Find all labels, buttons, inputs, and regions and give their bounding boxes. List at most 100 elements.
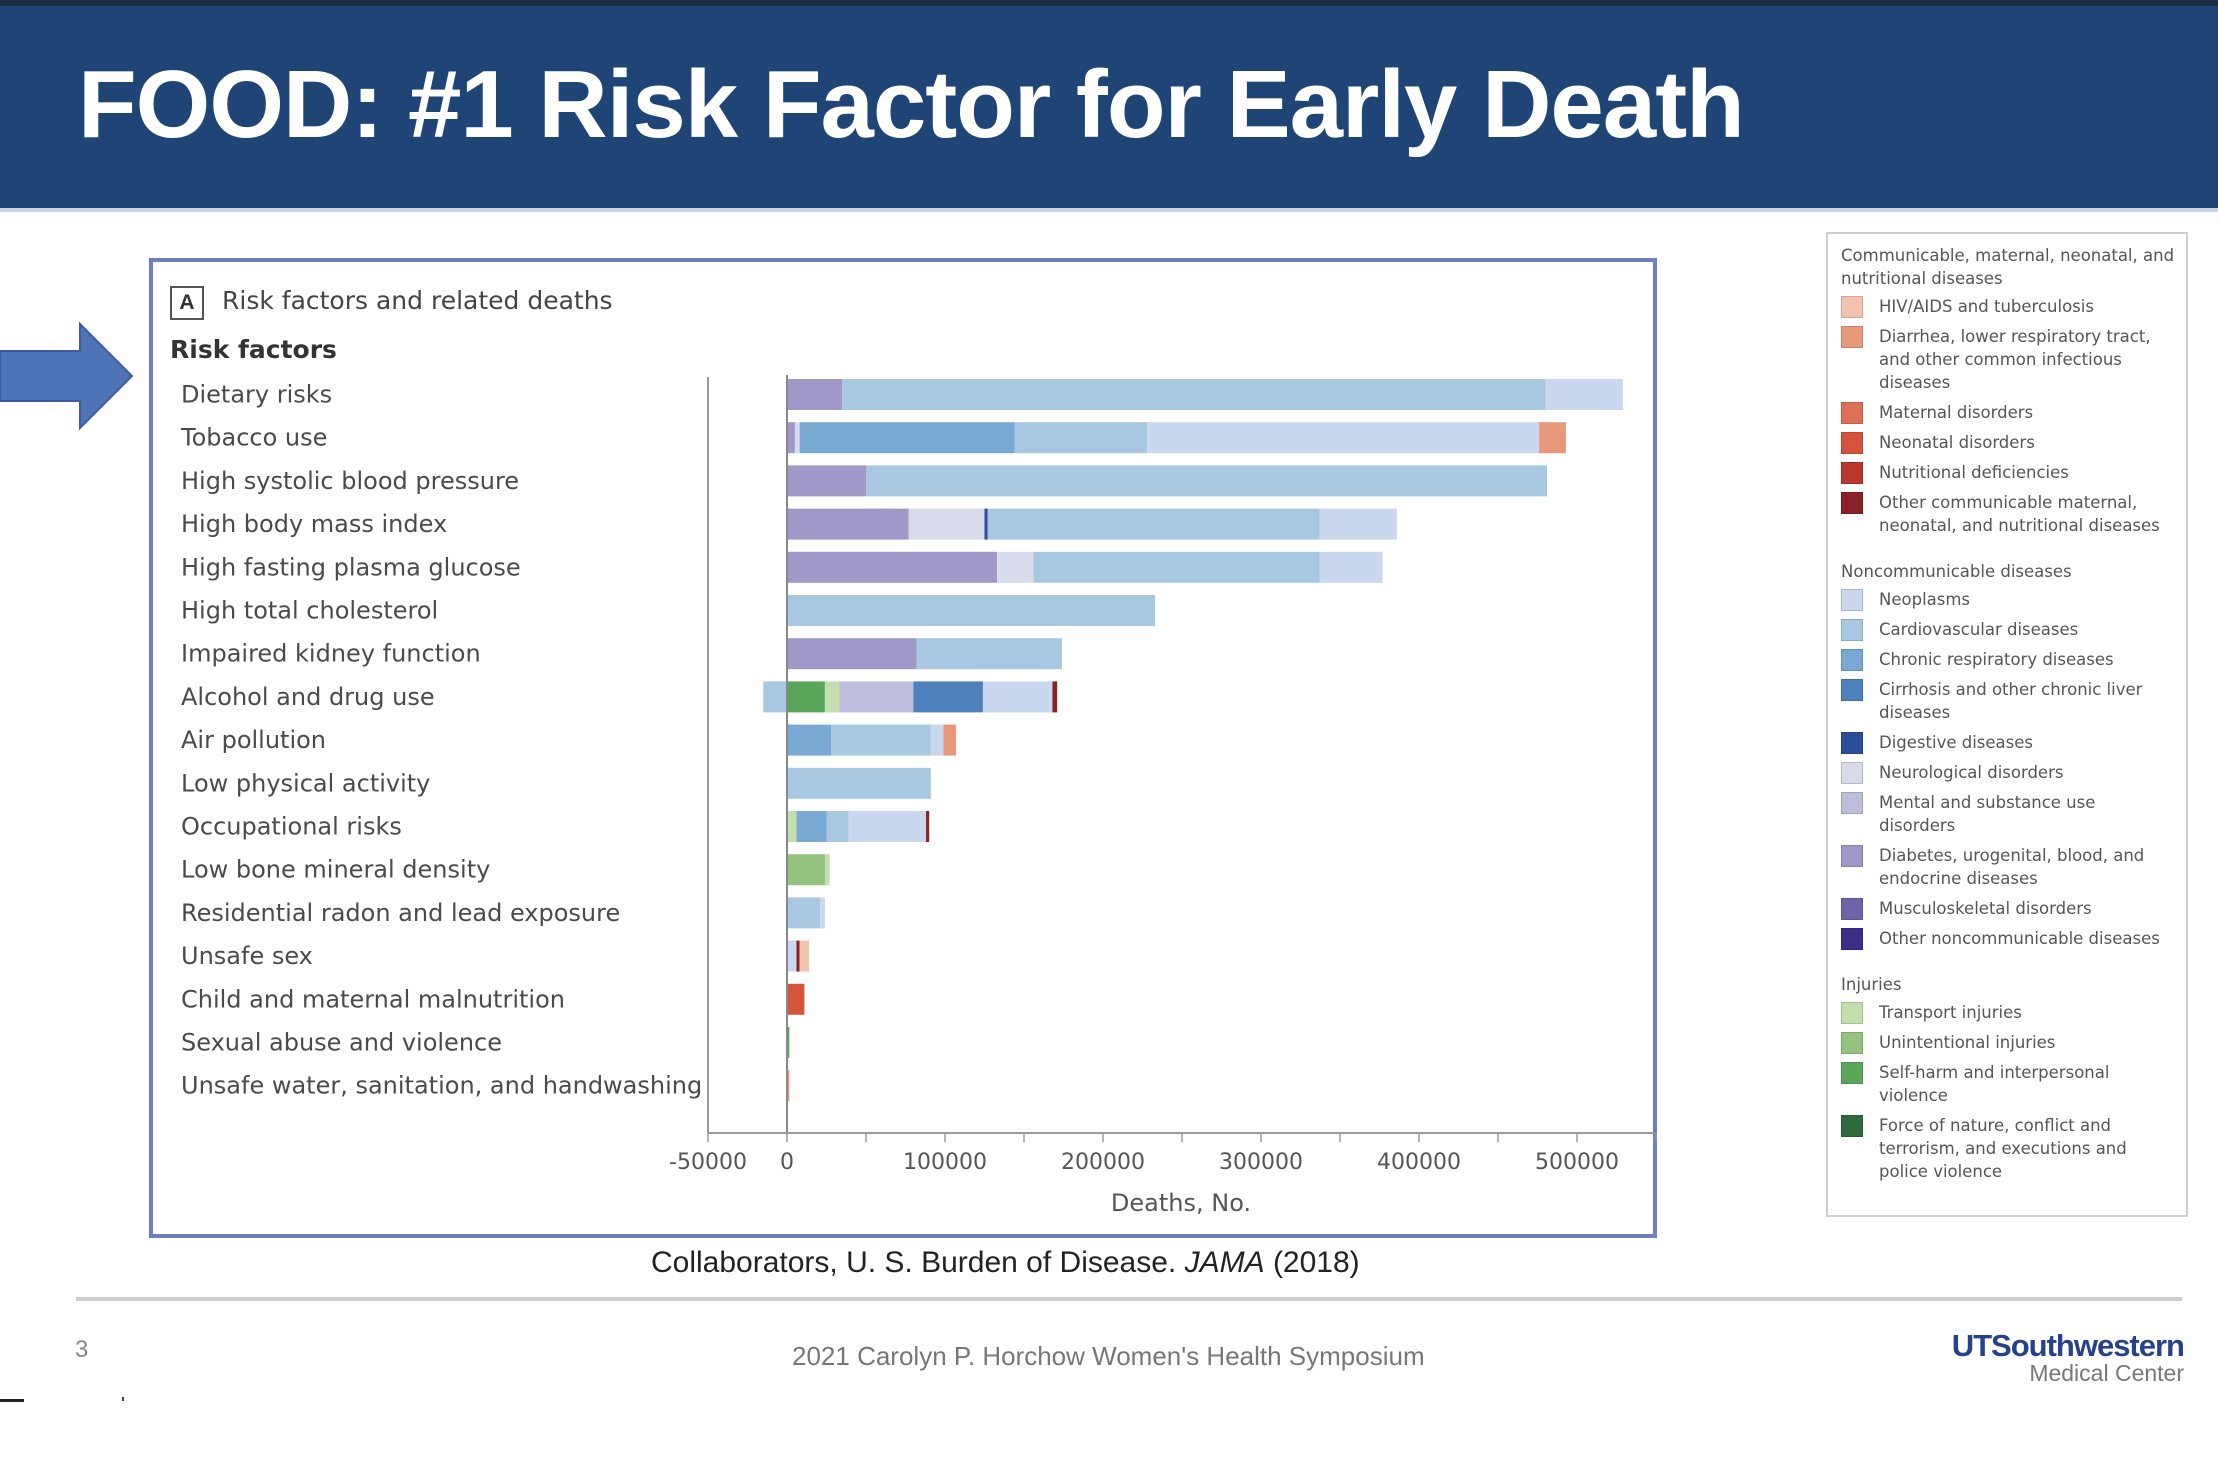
category-label: Sexual abuse and violence [181, 1029, 502, 1057]
bar-segment-self_harm [787, 681, 825, 713]
x-tick-label: 0 [780, 1150, 794, 1175]
bar-segment-other_communicable [1052, 681, 1058, 713]
bar-segment-chronic_respiratory [787, 724, 832, 756]
bar-segment-neoplasms [848, 811, 927, 842]
bar-segment-diabetes_ckd [787, 422, 795, 454]
category-label: High fasting plasma glucose [181, 553, 521, 581]
legend-spacer [1841, 957, 2176, 973]
category-label: High total cholesterol [181, 597, 438, 625]
bar-segment-neurological [794, 422, 800, 454]
legend-swatch [1841, 732, 1863, 754]
legend-label: Neoplasms [1879, 590, 1971, 609]
legend-swatch [1841, 296, 1863, 318]
legend-swatch [1841, 462, 1863, 484]
chart-legend: Communicable, maternal, neonatal, and nu… [1826, 232, 2188, 1217]
bar-segment-diabetes_ckd [787, 551, 998, 583]
legend-label: Unintentional injuries [1879, 1033, 2056, 1052]
legend-swatch [1841, 432, 1863, 454]
legend-swatch [1841, 589, 1863, 611]
legend-swatch [1841, 649, 1863, 671]
legend-label: Neurological disorders [1879, 763, 2064, 782]
x-tick-label: 400000 [1377, 1150, 1461, 1175]
legend-group-title: Noncommunicable diseases [1841, 562, 2072, 581]
bar-segment-diabetes_ckd [787, 508, 909, 540]
legend-label: Cirrhosis and other chronic liver diseas… [1879, 680, 2143, 722]
category-label: Air pollution [181, 726, 326, 754]
bar-segment-diabetes_ckd [787, 638, 917, 670]
bar-segment-neoplasms [1319, 551, 1383, 583]
bar-segment-diabetes_ckd [787, 379, 843, 410]
bar-segment-hiv_tb [799, 940, 810, 972]
legend-item-diarrhea_lri: Diarrhea, lower respiratory tract, and o… [1841, 325, 2176, 394]
legend-label: Other noncommunicable diseases [1879, 929, 2160, 948]
slide-header: FOOD: #1 Risk Factor for Early Death [0, 6, 2218, 208]
bars-layer [763, 379, 1623, 1102]
legend-swatch [1841, 845, 1863, 867]
bar-segment-neoplasms [787, 940, 797, 972]
category-label: Tobacco use [180, 424, 327, 452]
logo-subtitle: Medical Center [2029, 1360, 2184, 1386]
x-tick-label: 200000 [1061, 1150, 1145, 1175]
bar-segment-mental_substance [839, 681, 914, 713]
footer-text: 2021 Carolyn P. Horchow Women's Health S… [792, 1341, 1425, 1371]
bar-segment-cardiovascular [1014, 422, 1148, 454]
bar-segment-diarrhea_lri [1539, 422, 1566, 454]
bar-segment-chronic_respiratory [799, 422, 1015, 454]
page-number: 3 [75, 1336, 89, 1363]
legend-swatch [1841, 1002, 1863, 1024]
legend-item-other_communicable: Other communicable maternal, neonatal, a… [1841, 491, 2176, 537]
legend-item-nutritional: Nutritional deficiencies [1841, 461, 2176, 484]
top-strip [0, 0, 2218, 6]
legend-swatch [1841, 1062, 1863, 1084]
category-label: Occupational risks [181, 813, 402, 841]
legend-label: Mental and substance use disorders [1879, 793, 2096, 835]
legend-swatch [1841, 928, 1863, 950]
legend-group-title: Injuries [1841, 975, 1902, 994]
citation-suffix: (2018) [1264, 1246, 1360, 1279]
header-divider [0, 208, 2218, 212]
legend-item-cardiovascular: Cardiovascular diseases [1841, 618, 2176, 641]
bar-segment-cardiovascular [763, 681, 787, 713]
bar-segment-diarrhea_lri [787, 1070, 790, 1102]
legend-item-digestive: Digestive diseases [1841, 731, 2176, 754]
x-tick-label: 100000 [903, 1150, 987, 1175]
bar-segment-neurological [908, 508, 985, 540]
bar-segment-other_communicable [926, 811, 930, 842]
category-labels: Dietary risks Tobacco use High systolic bl… [180, 381, 702, 1100]
legend-item-chronic_respiratory: Chronic respiratory diseases [1841, 648, 2176, 671]
bar-segment-neurological [997, 551, 1034, 583]
x-tick-label: -50000 [669, 1150, 747, 1175]
x-tick-label: 500000 [1535, 1150, 1619, 1175]
bar-segment-diabetes_ckd [787, 465, 866, 497]
category-label: Impaired kidney function [181, 640, 481, 668]
legend-group-title: Communicable, maternal, neonatal, and nu… [1841, 246, 2175, 288]
bar-segment-transport [824, 681, 840, 713]
legend-item-hiv_tb: HIV/AIDS and tuberculosis [1841, 295, 2176, 318]
bar-segment-chronic_respiratory [796, 811, 827, 842]
category-label: High body mass index [181, 510, 447, 538]
bar-segment-cardiovascular [987, 508, 1320, 540]
legend-label: Chronic respiratory diseases [1879, 650, 2114, 669]
bar-segment-neonatal [787, 983, 805, 1015]
legend-item-neoplasms: Neoplasms [1841, 588, 2176, 611]
bar-segment-self_harm [787, 1027, 790, 1058]
legend-swatch [1841, 898, 1863, 920]
legend-label: Self-harm and interpersonal violence [1879, 1063, 2110, 1105]
category-label: Unsafe water, sanitation, and handwashin… [181, 1072, 702, 1100]
legend-swatch [1841, 792, 1863, 814]
bar-segment-cardiovascular [787, 595, 1156, 626]
legend-label: Cardiovascular diseases [1879, 620, 2079, 639]
bar-segment-cardiovascular [787, 767, 931, 799]
stacked-bar-chart: -50000 0 100000 200000 300000 400000 500000 Di… [180, 375, 1657, 1217]
bar-segment-diarrhea_lri [943, 724, 957, 756]
footer-divider [76, 1297, 2182, 1301]
bar-segment-cardiovascular [831, 724, 931, 756]
right-arrow-icon [0, 322, 134, 431]
citation: Collaborators, U. S. Burden of Disease. … [651, 1246, 1360, 1280]
corner-mark [0, 1399, 24, 1402]
slide-title: FOOD: #1 Risk Factor for Early Death [78, 51, 1745, 158]
panel-letter: A [170, 286, 204, 320]
legend-item-neonatal: Neonatal disorders [1841, 431, 2176, 454]
bar-segment-neoplasms [1319, 508, 1397, 540]
bar-segment-cardiovascular [866, 465, 1547, 497]
